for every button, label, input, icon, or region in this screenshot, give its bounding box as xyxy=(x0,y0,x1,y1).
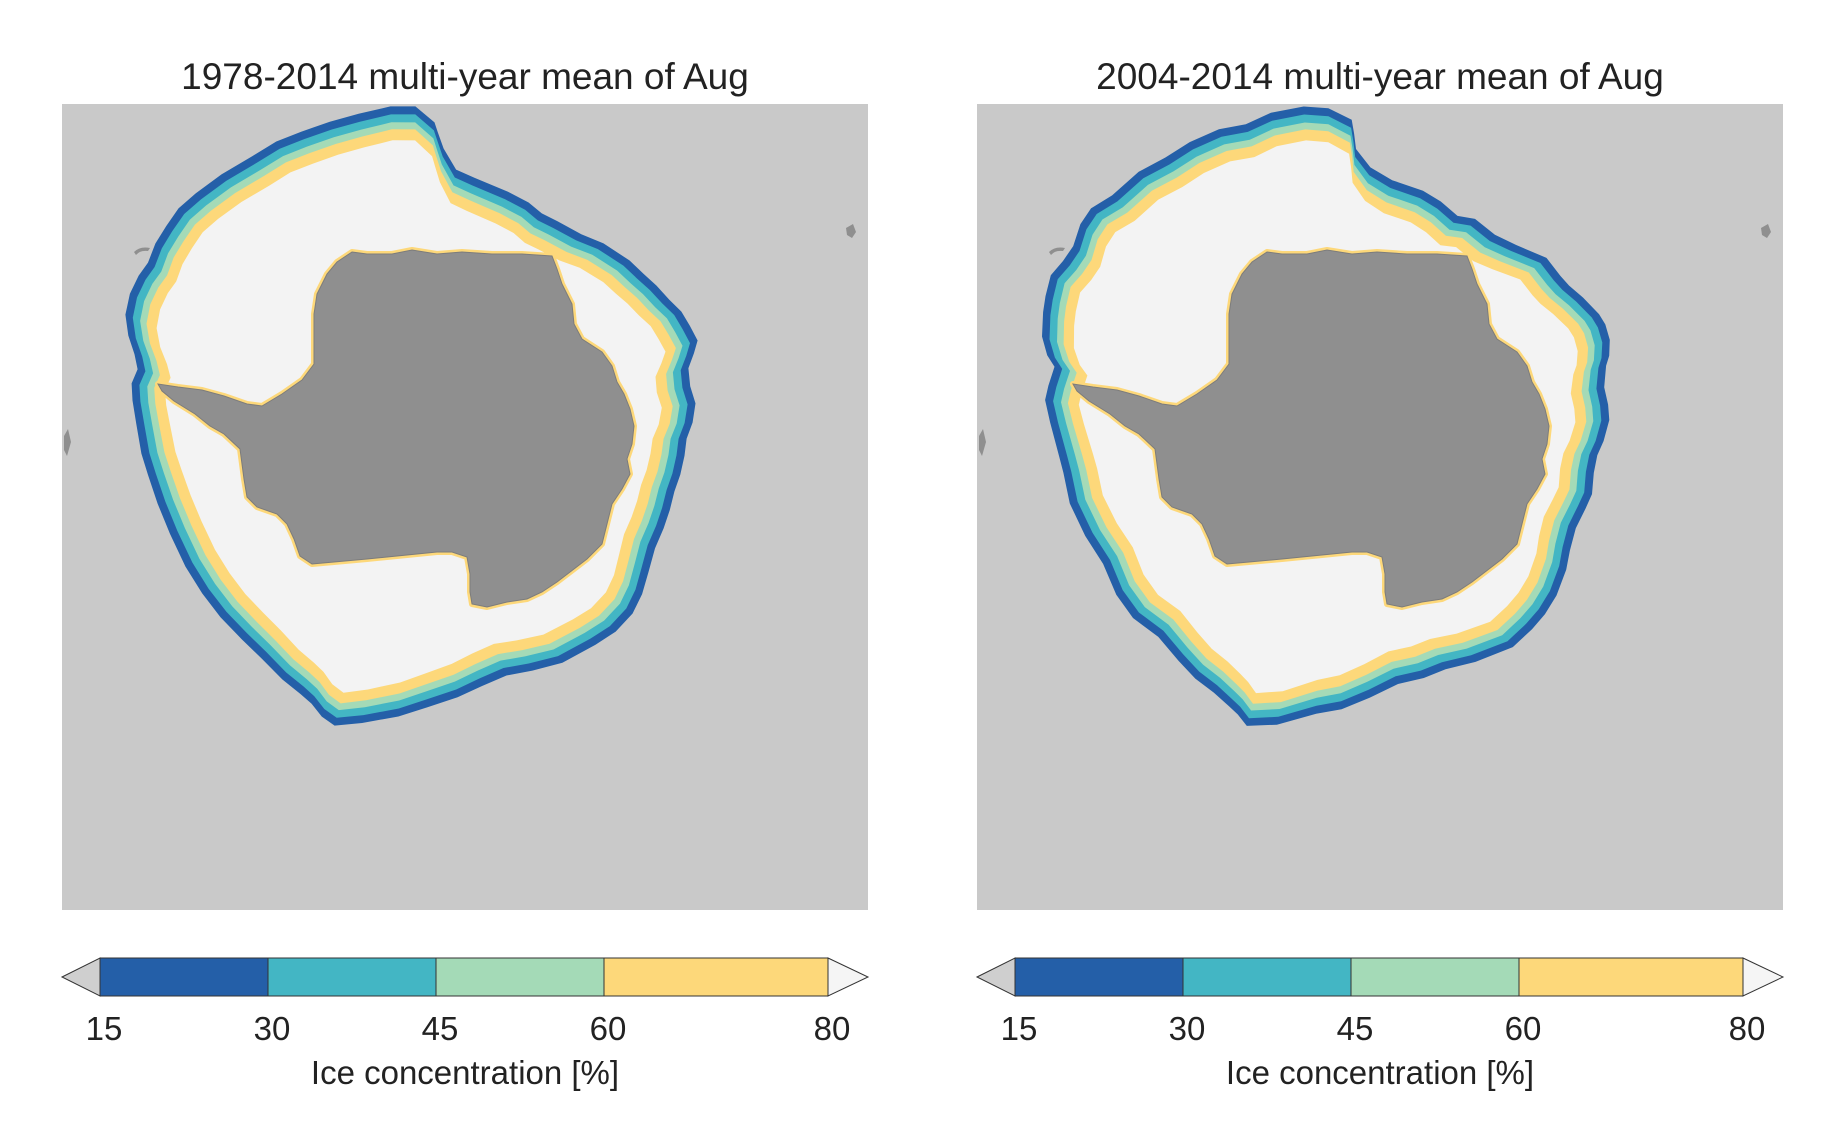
colorbar-tick-15: 15 xyxy=(85,1010,123,1047)
island-fragment xyxy=(1049,247,1065,255)
colorbar xyxy=(975,957,1785,997)
colorbar-band-15-30 xyxy=(1014,957,1184,997)
colorbar-tick-60: 60 xyxy=(589,1010,627,1047)
colorbar-tick-15: 15 xyxy=(1000,1010,1038,1047)
colorbar-band-15-30 xyxy=(99,957,269,997)
island-fragment xyxy=(846,224,856,238)
colorbar-band-45-60 xyxy=(1350,957,1520,997)
colorbar-band-30-45 xyxy=(1182,957,1352,997)
colorbar-extend-min xyxy=(975,957,1016,997)
colorbar-band-60-80 xyxy=(1518,957,1744,997)
panel-2004-2014: 2004-2014 multi-year mean of Aug 15 30 4… xyxy=(915,0,1815,1146)
island-fragment xyxy=(1761,224,1771,238)
colorbar-label: Ice concentration [%] xyxy=(310,1054,620,1091)
antarctica-landmass xyxy=(1072,249,1550,608)
sea-ice-map xyxy=(62,104,868,910)
colorbar-tick-45: 45 xyxy=(421,1010,459,1047)
colorbar xyxy=(60,957,870,997)
colorbar-band-45-60 xyxy=(435,957,605,997)
panel-title: 2004-2014 multi-year mean of Aug xyxy=(1096,56,1664,97)
colorbar-tick-60: 60 xyxy=(1504,1010,1542,1047)
sea-ice-map xyxy=(977,104,1783,910)
south-america-tip xyxy=(64,429,71,456)
colorbar-band-30-45 xyxy=(267,957,437,997)
panel-1978-2014: 1978-2014 multi-year mean of Aug 15 30 4… xyxy=(0,0,900,1146)
island-fragment xyxy=(134,247,150,255)
colorbar-extend-max xyxy=(827,957,870,997)
colorbar-tick-30: 30 xyxy=(253,1010,291,1047)
south-america-tip xyxy=(979,429,986,456)
colorbar-band-60-80 xyxy=(603,957,829,997)
antarctica-landmass xyxy=(157,249,635,608)
colorbar-tick-80: 80 xyxy=(1728,1010,1766,1047)
colorbar-label: Ice concentration [%] xyxy=(1225,1054,1535,1091)
colorbar-tick-30: 30 xyxy=(1168,1010,1206,1047)
panel-title: 1978-2014 multi-year mean of Aug xyxy=(181,56,749,97)
colorbar-extend-min xyxy=(60,957,101,997)
colorbar-tick-45: 45 xyxy=(1336,1010,1374,1047)
colorbar-tick-80: 80 xyxy=(813,1010,851,1047)
colorbar-extend-max xyxy=(1742,957,1785,997)
